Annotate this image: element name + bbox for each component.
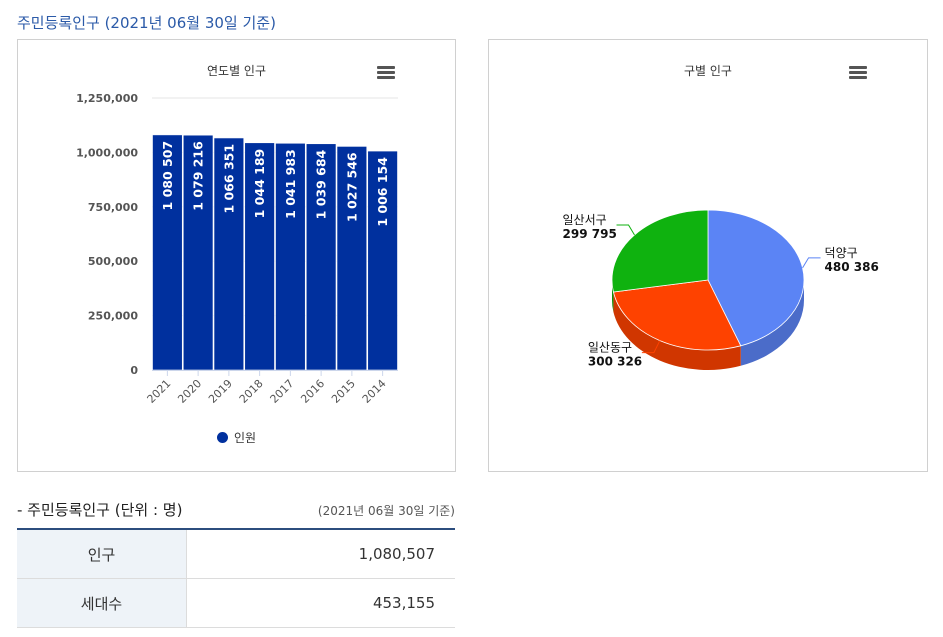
pie-label-connector xyxy=(616,224,635,236)
pie-slice-value: 300 326 xyxy=(588,355,642,369)
bar-data-label: 1 041 983 xyxy=(283,149,298,219)
bar-data-label: 1 027 546 xyxy=(344,152,359,222)
pie-slice xyxy=(611,209,709,293)
x-tick-label: 2019 xyxy=(206,377,235,406)
bar-data-label: 1 080 507 xyxy=(160,141,175,211)
y-tick-label: 0 xyxy=(130,364,138,377)
pie-label-connector xyxy=(641,340,661,354)
pie-slice-value: 299 795 xyxy=(563,227,617,241)
pie-chart-title: 구별 인구 xyxy=(684,64,732,78)
row-label: 인구 xyxy=(17,529,187,579)
summary-title: - 주민등록인구 (단위 : 명) xyxy=(17,501,183,519)
bar xyxy=(367,150,398,371)
x-tick-label: 2017 xyxy=(268,377,297,406)
pie-slice-name: 일산서구 xyxy=(563,213,607,227)
bar-data-label: 1 066 351 xyxy=(221,144,236,214)
pie-slice xyxy=(612,279,742,351)
bar xyxy=(152,134,183,371)
x-tick-label: 2020 xyxy=(175,377,204,406)
bar xyxy=(213,137,245,371)
summary-table: 인구 1,080,507 세대수 453,155 xyxy=(17,528,455,628)
y-tick-label: 1,000,000 xyxy=(76,146,138,159)
pie-slice-name: 일산동구 xyxy=(588,341,632,355)
pie-chart-menu-icon[interactable] xyxy=(849,66,867,80)
page-title: 주민등록인구 (2021년 06월 30일 기준) xyxy=(17,14,276,32)
pie-slice-value: 480 386 xyxy=(825,260,879,274)
pie-slice-side xyxy=(613,292,741,370)
summary-note: (2021년 06월 30일 기준) xyxy=(317,504,455,518)
row-value: 1,080,507 xyxy=(186,529,455,579)
bar-chart-menu-icon[interactable] xyxy=(377,66,395,80)
y-tick-label: 1,250,000 xyxy=(76,92,138,105)
x-tick-label: 2016 xyxy=(298,377,327,406)
pie-slice-name: 덕양구 xyxy=(825,246,858,260)
bar xyxy=(305,143,337,371)
y-tick-label: 250,000 xyxy=(88,310,138,323)
y-tick-label: 750,000 xyxy=(88,201,138,214)
pie-chart-panel: 구별 인구 덕양구 480 386 일산동구 300 326 일산서구 299 795 xyxy=(488,39,928,472)
table-row: 인구 1,080,507 xyxy=(17,529,455,579)
row-label: 세대수 xyxy=(17,578,187,628)
table-row: 세대수 453,155 xyxy=(17,578,455,628)
bar-data-label: 1 006 154 xyxy=(375,157,390,227)
bar-chart-plot: 0 250,000 500,000 750,000 1,000,000 1,250,000… xyxy=(76,92,398,406)
bar-data-label: 1 079 216 xyxy=(191,141,206,211)
legend-label: 인원 xyxy=(233,431,257,445)
x-tick-label: 2014 xyxy=(360,377,389,406)
bar-data-label: 1 044 189 xyxy=(252,149,267,219)
x-tick-label: 2021 xyxy=(145,377,174,406)
bar-data-label: 1 039 684 xyxy=(314,149,329,219)
bar xyxy=(244,142,275,371)
x-tick-label: 2018 xyxy=(237,377,266,406)
bar-chart-legend[interactable]: 인원 xyxy=(18,429,455,446)
pie-label-connector xyxy=(802,257,821,269)
bar-chart-panel: 연도별 인구 0 250,000 500,000 750,000 1,000,000 1,… xyxy=(17,39,456,472)
bar-chart-title: 연도별 인구 xyxy=(206,64,266,78)
pie-slice-side xyxy=(740,280,804,366)
legend-marker xyxy=(216,432,228,443)
y-tick-label: 500,000 xyxy=(88,255,138,268)
row-value: 453,155 xyxy=(186,578,455,628)
pie-slice xyxy=(707,209,805,347)
bar xyxy=(182,134,214,371)
x-tick-label: 2015 xyxy=(329,377,358,406)
